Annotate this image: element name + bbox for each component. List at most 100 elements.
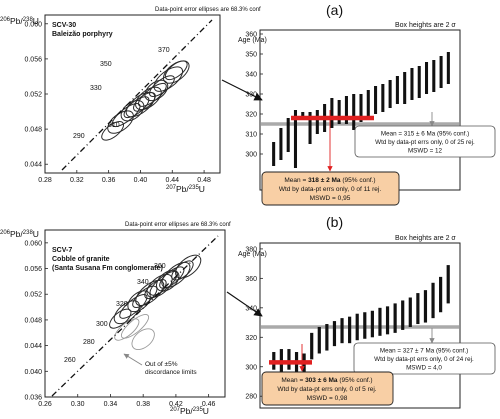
concordia-plot-a: Data-point error ellipses are 68.3% conf…: [0, 7, 261, 194]
y-tick-label: 0.060: [24, 21, 42, 28]
discordant-ellipse: [131, 328, 155, 351]
age-tick-label: 300: [245, 364, 257, 371]
age-tick-label: 300: [245, 152, 257, 159]
y-tick-label: 0.052: [24, 292, 42, 299]
age-box: [294, 352, 299, 383]
age-tick-label: 340: [245, 72, 257, 79]
y-tick-label: 0.052: [24, 92, 42, 99]
age-box: [272, 142, 276, 166]
x-tick-label: 0.34: [104, 401, 118, 408]
x-tick-label: 0.40: [134, 177, 148, 184]
age-box: [401, 300, 405, 330]
age-box: [446, 52, 450, 84]
data-ellipse: [101, 121, 125, 141]
age-box: [432, 60, 436, 92]
age-plot-a: Box heights are 2 σ Age (Ma) 30031032033…: [238, 22, 496, 206]
age-label: 350: [100, 61, 112, 68]
y-tick-label: 0.048: [24, 127, 42, 134]
mean-young-line2-b: Wtd by data-pt errs only, 0 of 5 rej.: [277, 386, 376, 393]
panel-a: (a) Data-point error ellipses are 68.3% …: [0, 2, 496, 206]
age-box: [424, 62, 429, 94]
discordance-arrow-b: [123, 353, 143, 366]
box-note-a: Box heights are 2 σ: [395, 22, 456, 29]
concordia-plot-b: Data-point error ellipses are 68.3% conf…: [0, 222, 231, 416]
sample-desc-b-1: Cobble of granite: [52, 256, 110, 263]
age-box: [348, 316, 352, 344]
age-axis-label-b: Age (Ma): [238, 251, 267, 258]
discordance-note-b-2: discordance limits: [145, 369, 197, 376]
sample-name-b: SCV-7: [52, 247, 72, 254]
ellipse-note-b: Data-point error ellipses are 68.3% conf: [125, 222, 231, 228]
age-box: [337, 100, 341, 124]
age-label: 300: [96, 321, 108, 328]
age-tick-label: 360: [245, 276, 257, 283]
mean-all-line2-b: Wtd by data-pt errs only, 0 of 24 rej.: [374, 356, 474, 363]
y-tick-label: 0.048: [24, 317, 42, 324]
age-label: 290: [73, 133, 85, 140]
age-box: [423, 290, 428, 323]
sample-name-a: SCV-30: [52, 22, 76, 29]
mean-young-line1-b: Mean = 303 ± 6 Ma (95% conf.): [281, 377, 372, 384]
mean-all-box-b: Mean = 327 ± 7 Ma (95% conf.) Wtd by dat…: [353, 342, 496, 375]
age-box: [286, 118, 290, 152]
mean-young-box-b: Mean = 303 ± 6 Ma (95% conf.) Wtd by dat…: [261, 371, 394, 406]
age-box: [393, 303, 397, 333]
age-box: [359, 94, 363, 122]
age-label: 330: [90, 85, 102, 92]
age-tick-label: 280: [245, 394, 257, 401]
mean-all-line1-b: Mean = 327 ± 7 Ma (95% conf.): [380, 348, 468, 355]
panel-b: (b) Data-point error ellipses are 68.3% …: [0, 214, 496, 416]
age-box: [408, 297, 412, 327]
sample-desc-a: Baleizão porphyry: [52, 31, 113, 38]
mean-young-line3-b: MSWD = 0,98: [307, 395, 348, 402]
age-label: 370: [158, 47, 170, 54]
age-box: [344, 96, 348, 124]
data-ellipse: [146, 273, 173, 298]
mean-young-line3-a: MSWD = 0,95: [310, 195, 351, 202]
age-label: 310: [108, 122, 120, 129]
y-tick-label: 0.056: [24, 56, 42, 63]
data-ellipse: [125, 91, 156, 118]
age-label: 280: [83, 339, 95, 346]
age-label: 360: [154, 263, 166, 270]
y-tick-label: 0.044: [24, 162, 42, 169]
mean-young-box-a: Mean = 318 ± 2 Ma (95% conf.) Wtd by dat…: [261, 171, 400, 206]
age-tick-label: 360: [245, 32, 257, 39]
mean-all-line3-b: MSWD = 4,0: [406, 365, 442, 372]
mean-all-line1-a: Mean = 315 ± 6 Ma (95% conf.): [381, 131, 469, 138]
data-ellipse: [149, 75, 175, 97]
data-ellipse: [162, 60, 190, 84]
y-tick-label: 0.040: [24, 369, 42, 376]
concordia-age-labels-a: 370 350 330 310 290: [73, 47, 170, 140]
age-tick-label: 310: [245, 132, 257, 139]
data-ellipse: [133, 92, 156, 112]
age-tick-label: 350: [245, 52, 257, 59]
age-box: [355, 313, 359, 341]
x-tick-label: 0.36: [102, 177, 116, 184]
y-tick-label: 0.044: [24, 343, 42, 350]
mean-all-line3-a: MSWD = 12: [408, 148, 443, 155]
concordia-curve-a: [61, 19, 213, 171]
discordance-note-b-1: Out of ±5%: [145, 361, 178, 368]
x-tick-label: 0.30: [71, 401, 85, 408]
x-tick-label: 0.28: [38, 177, 52, 184]
discordant-ellipse: [114, 318, 140, 341]
age-plot-b: Box heights are 2 σ Age (Ma) 28030032034…: [238, 235, 496, 409]
x-tick-label: 0.46: [202, 401, 216, 408]
sample-desc-b-2: (Santa Susana Fm conglomerate): [52, 265, 163, 272]
discordant-ellipse: [120, 314, 150, 339]
age-box: [315, 110, 319, 134]
data-ellipse: [161, 261, 191, 288]
y-tick-label: 0.060: [24, 240, 42, 247]
age-box: [352, 94, 356, 130]
concordia-age-labels-b: 360 340 320 300 280 260: [64, 263, 166, 364]
data-ellipse: [135, 86, 162, 111]
y-axis-label-b: 206Pb/238U: [0, 229, 39, 239]
age-frame-b: [259, 242, 461, 409]
y-tick-label: 0.056: [24, 266, 42, 273]
age-box: [439, 56, 443, 88]
data-ellipse: [135, 279, 165, 306]
age-box: [431, 282, 435, 319]
y-axis-label-a: 206Pb/238U: [0, 16, 39, 26]
